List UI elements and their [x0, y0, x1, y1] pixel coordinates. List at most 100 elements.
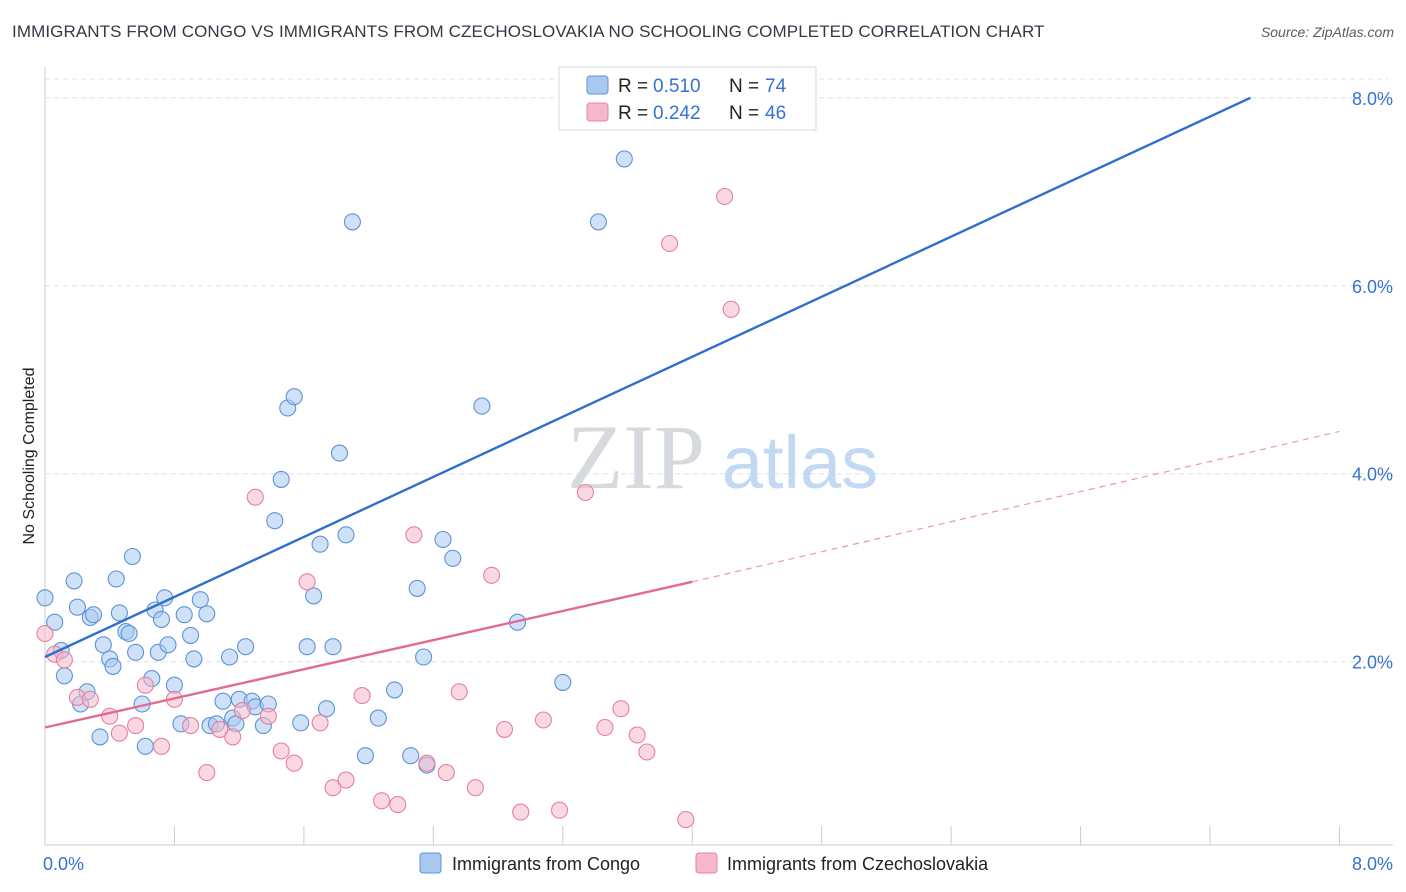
point-congo — [434, 530, 452, 549]
point-czech — [259, 707, 277, 725]
point-congo — [415, 648, 433, 666]
point-czech — [534, 711, 552, 729]
point-congo — [220, 648, 239, 666]
point-congo — [369, 709, 387, 727]
source-label: Source: ZipAtlas.com — [1260, 24, 1394, 40]
point-congo — [91, 728, 109, 746]
point-congo — [46, 613, 64, 631]
point-congo — [408, 579, 426, 597]
legend-r-label-czech: R = — [618, 103, 648, 124]
point-congo — [182, 626, 200, 644]
point-czech — [152, 737, 171, 755]
point-congo — [214, 692, 232, 710]
trend-line-extension-czech — [692, 430, 1340, 583]
point-czech — [311, 714, 329, 732]
point-congo — [266, 512, 284, 530]
point-congo — [159, 636, 177, 654]
point-congo — [292, 714, 310, 732]
point-czech — [466, 779, 484, 797]
point-czech — [389, 796, 407, 814]
point-czech — [246, 488, 264, 506]
point-congo — [324, 638, 342, 656]
series-legend: Immigrants from Congo Immigrants from Cz… — [419, 852, 989, 874]
point-congo — [272, 470, 290, 488]
legend-n-value-czech: 46 — [765, 103, 786, 124]
y-tick-label: 8.0% — [1352, 89, 1393, 109]
legend-swatch-czech — [586, 102, 609, 122]
point-congo — [330, 444, 349, 462]
point-czech — [418, 754, 436, 772]
point-congo — [127, 643, 145, 661]
point-congo — [444, 549, 462, 567]
watermark: ZIP atlas — [567, 406, 878, 508]
point-congo — [185, 650, 203, 668]
legend-swatch-congo — [586, 75, 609, 95]
point-czech — [661, 234, 679, 253]
point-czech — [224, 728, 242, 746]
point-congo — [36, 589, 54, 607]
legend-n-label-czech: N = — [729, 103, 759, 124]
point-czech — [722, 300, 740, 318]
point-congo — [110, 604, 128, 622]
point-congo — [285, 388, 303, 406]
point-congo — [65, 572, 83, 590]
point-congo — [298, 638, 316, 656]
bottom-legend-label-czech: Immigrants from Czechoslovakia — [727, 854, 989, 874]
point-congo — [305, 587, 323, 605]
point-congo — [191, 591, 209, 609]
trend-line-congo — [44, 96, 1251, 659]
legend-n-label-congo: N = — [729, 76, 759, 97]
point-congo — [104, 657, 122, 675]
bottom-legend-label-congo: Immigrants from Congo — [452, 854, 640, 874]
point-czech — [285, 754, 303, 772]
point-czech — [182, 717, 200, 735]
point-czech — [324, 779, 342, 797]
legend-r-value-congo: 0.510 — [653, 76, 701, 97]
point-czech — [596, 718, 614, 737]
point-congo — [152, 610, 171, 628]
watermark-atlas: atlas — [722, 421, 878, 504]
point-czech — [550, 801, 569, 819]
axes: 0.0% 8.0% — [43, 67, 1393, 874]
point-congo — [120, 624, 138, 643]
point-czech — [716, 187, 734, 206]
point-congo — [55, 667, 73, 685]
point-czech — [483, 566, 501, 584]
x-tick-label: 0.0% — [43, 854, 84, 874]
point-czech — [298, 573, 316, 591]
point-congo — [68, 598, 86, 616]
trend-line-czech — [44, 580, 693, 729]
point-czech — [512, 803, 530, 821]
trend-lines — [44, 96, 1340, 729]
point-czech — [127, 717, 145, 735]
point-czech — [405, 526, 423, 544]
legend-n-value-congo: 74 — [765, 76, 787, 97]
point-czech — [55, 651, 73, 669]
point-czech — [373, 792, 391, 810]
point-congo — [198, 605, 216, 623]
point-congo — [123, 547, 141, 566]
y-tick-label: 2.0% — [1352, 653, 1393, 673]
point-congo — [402, 747, 420, 765]
y-axis-label: No Schooling Completed — [21, 368, 38, 545]
point-czech — [677, 811, 695, 829]
point-congo — [175, 606, 193, 624]
bottom-legend-swatch-congo — [419, 852, 442, 874]
y-tick-label: 4.0% — [1352, 465, 1393, 485]
point-czech — [576, 483, 594, 502]
point-congo — [554, 673, 572, 691]
point-czech — [81, 690, 99, 708]
point-czech — [337, 771, 355, 789]
point-czech — [136, 676, 154, 694]
point-czech — [638, 743, 656, 761]
y-tick-label: 6.0% — [1352, 277, 1393, 297]
legend-r-label-congo: R = — [618, 76, 648, 97]
point-congo — [385, 681, 404, 699]
point-congo — [107, 570, 125, 588]
point-czech — [495, 720, 514, 738]
point-czech — [353, 687, 371, 705]
point-czech — [612, 700, 630, 718]
point-congo — [94, 636, 112, 654]
point-czech — [272, 742, 290, 760]
